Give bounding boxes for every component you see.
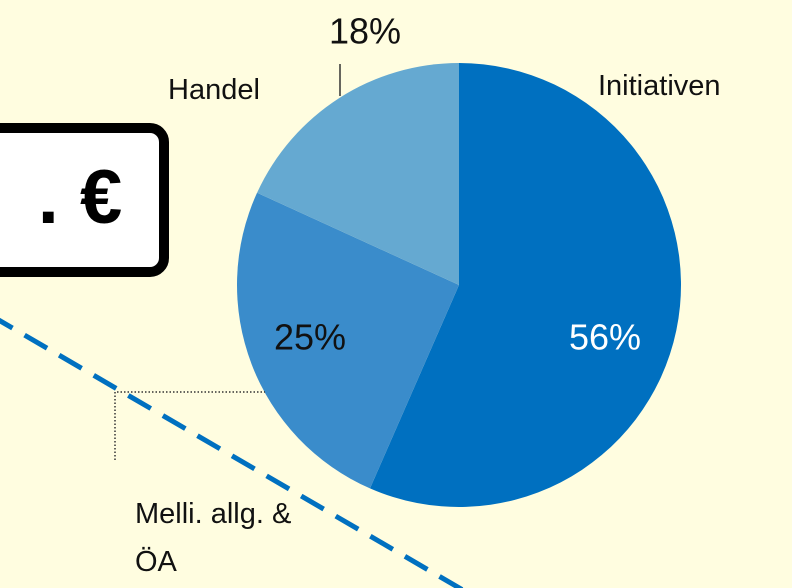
pie-slice xyxy=(236,192,459,489)
callout-text: . € xyxy=(38,155,123,240)
pie-slice xyxy=(369,63,681,507)
value-label: 56% xyxy=(569,317,641,358)
category-label: Initiativen xyxy=(598,70,721,102)
dashed-line xyxy=(0,317,465,588)
value-label: 25% xyxy=(274,317,346,358)
callout-box xyxy=(0,123,169,277)
pie-slice xyxy=(257,63,459,285)
value-label: 18% xyxy=(329,11,401,52)
category-label: Handel xyxy=(168,74,260,106)
category-label: Melli. allg. & ÖA xyxy=(135,498,292,578)
leader-line xyxy=(114,391,265,460)
